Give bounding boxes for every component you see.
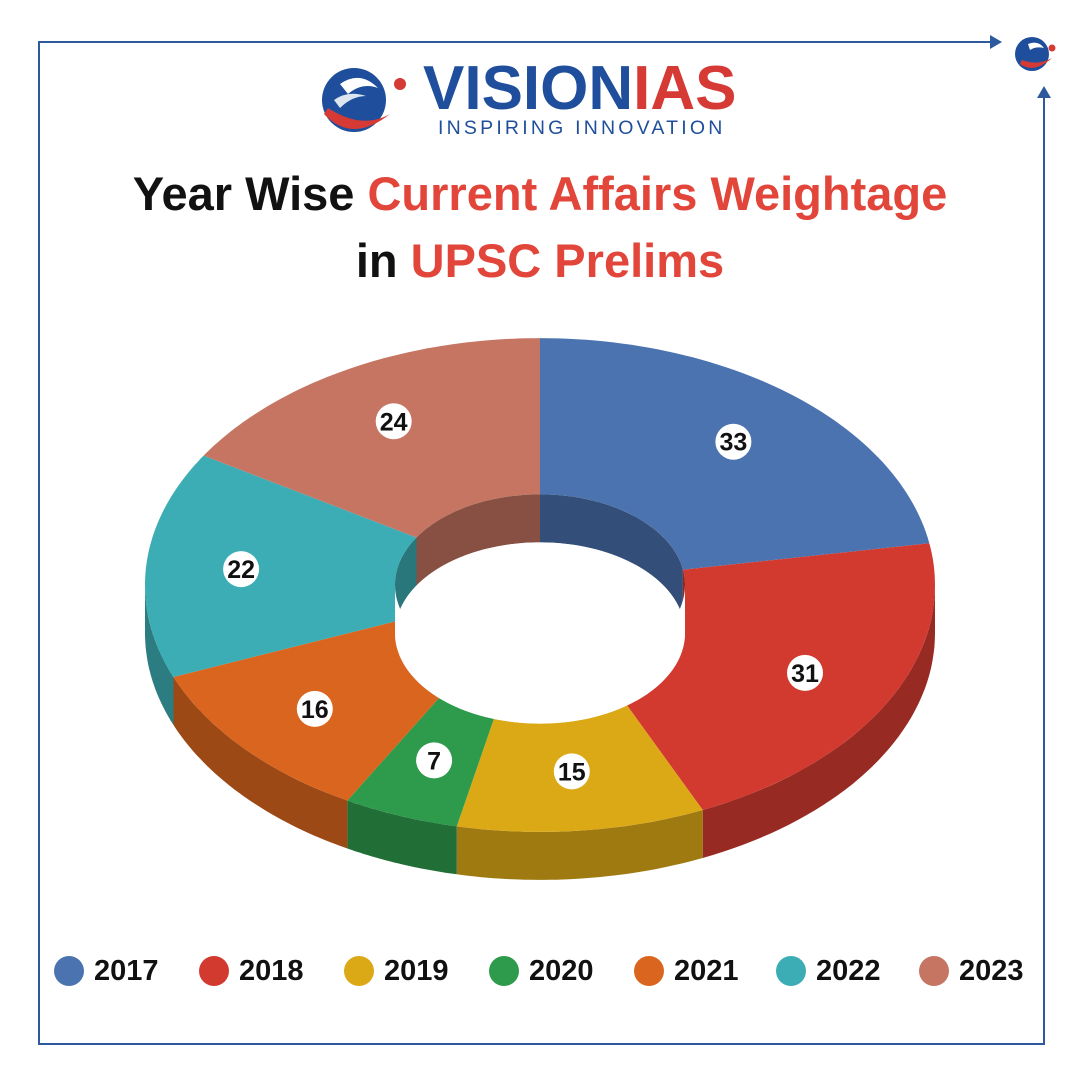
corner-logo-icon: [1015, 37, 1056, 71]
legend-label-2021: 2021: [674, 954, 739, 987]
chart-value-labels: 33 31 15 7 16 22 24: [223, 403, 823, 790]
brand-name: VISIONIAS: [423, 58, 737, 120]
chart-side-walls: [145, 585, 935, 880]
legend-dot-2021: [634, 956, 664, 986]
value-label-bg-2021: [296, 690, 333, 727]
donut-hole-front: [395, 585, 685, 724]
legend-label-2020: 2020: [529, 954, 594, 987]
value-label-2018: 31: [791, 660, 819, 688]
value-label-bg-2020: [416, 742, 453, 779]
headline-line1-red: Current Affairs Weightage: [367, 167, 948, 220]
headline-line1-black: Year Wise: [132, 167, 368, 220]
legend-item-2019: 2019: [344, 951, 449, 991]
frame-top-line: [38, 41, 990, 43]
legend-item-2021: 2021: [634, 951, 739, 991]
legend-item-2017: 2017: [54, 951, 159, 991]
side-wall-2022: [145, 585, 174, 725]
value-label-bg-2017: [715, 423, 752, 460]
brand-logo: VISIONIAS INSPIRING INNOVATION: [318, 58, 768, 142]
value-label-bg-2022: [223, 551, 260, 588]
legend-label-2019: 2019: [384, 954, 449, 987]
legend-label-2018: 2018: [239, 954, 304, 987]
value-label-bg-2023: [375, 403, 412, 440]
value-label-bg-2019: [553, 753, 590, 790]
value-label-2017: 33: [719, 429, 747, 457]
hole-wall-2022: [395, 537, 417, 633]
frame-left-line: [38, 41, 40, 1045]
headline-line2-red: UPSC Prelims: [410, 234, 725, 287]
value-label-2019: 15: [558, 758, 586, 786]
slice-2023: [203, 338, 540, 538]
frame-bottom-line: [38, 1043, 1045, 1045]
slice-2022: [145, 455, 417, 677]
legend-item-2023: 2023: [919, 951, 1024, 991]
headline-line2-black: in: [355, 234, 411, 287]
frame-arrow-up-icon: [1037, 86, 1051, 98]
side-wall-2021: [173, 677, 348, 849]
legend-dot-2023: [919, 956, 949, 986]
frame-right-line: [1043, 98, 1045, 1045]
legend-dot-2022: [776, 956, 806, 986]
value-label-2023: 24: [380, 408, 408, 436]
legend-dot-2017: [54, 956, 84, 986]
value-label-bg-2018: [787, 654, 823, 691]
legend-label-2022: 2022: [816, 954, 881, 987]
value-label-2021: 16: [301, 696, 329, 724]
legend-label-2023: 2023: [959, 954, 1024, 987]
legend-item-2020: 2020: [489, 951, 594, 991]
legend-item-2022: 2022: [776, 951, 881, 991]
legend-label-2017: 2017: [94, 954, 159, 987]
legend-dot-2018: [199, 956, 229, 986]
globe-logo-icon: [322, 68, 406, 132]
brand-tagline: INSPIRING INNOVATION: [438, 117, 726, 139]
hole-wall-2023: [416, 494, 540, 586]
chart-hole-walls: [395, 494, 685, 633]
chart-legend: 2017 2018 2019 2020 2021 2022 2023: [54, 951, 1044, 991]
legend-dot-2020: [489, 956, 519, 986]
brand-name-part1: VISION: [423, 54, 634, 123]
brand-name-part2: IAS: [633, 54, 737, 123]
hole-wall-2017: [540, 494, 683, 618]
legend-item-2018: 2018: [199, 951, 304, 991]
side-wall-2019: [456, 810, 703, 880]
value-label-2022: 22: [227, 556, 255, 584]
side-wall-2018: [702, 585, 935, 858]
headline-line2: in UPSC Prelims: [0, 237, 1080, 284]
headline-line1: Year Wise Current Affairs Weightage: [0, 170, 1080, 217]
legend-dot-2019: [344, 956, 374, 986]
side-wall-2020: [347, 800, 457, 875]
value-label-2020: 7: [427, 747, 441, 775]
frame-arrow-right-icon: [990, 35, 1002, 49]
